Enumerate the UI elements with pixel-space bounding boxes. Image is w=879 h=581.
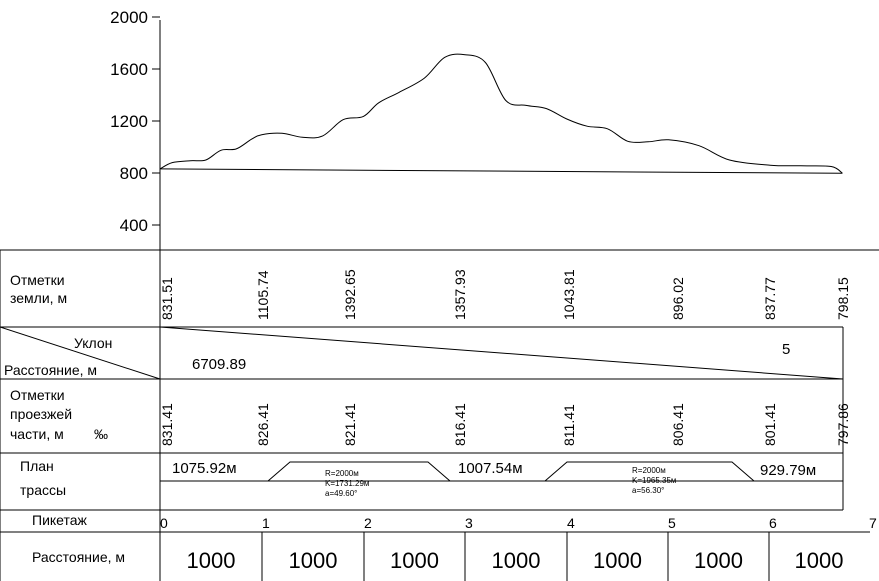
road-grade-line [159, 168, 843, 174]
ground-value: 1043.81 [561, 269, 577, 320]
road-values: 831.41 826.41 821.41 816.41 811.41 806.41 801.… [159, 403, 851, 446]
distance-value: 1000 [390, 548, 439, 573]
slope-header-diagonal [0, 326, 161, 380]
curve-1-radius: R=2000м [325, 469, 359, 478]
distance-row-label: Расстояние, м [32, 549, 125, 565]
ground-value: 837.77 [762, 277, 778, 320]
slope-distance-value: 6709.89 [192, 356, 246, 373]
distance-row: 1000 1000 1000 1000 1000 1000 1000 [187, 548, 844, 573]
road-value: 816.41 [452, 403, 468, 446]
curve-1-angle: a=49.60° [325, 489, 357, 498]
distance-value: 1000 [795, 548, 844, 573]
ground-profile-line [159, 53, 843, 174]
slope-label: Уклон [74, 335, 112, 351]
ground-value: 1105.74 [255, 270, 271, 320]
y-tick-label: 2000 [110, 8, 148, 27]
picket-number: 5 [668, 515, 676, 531]
curve-2-radius: R=2000м [632, 466, 666, 475]
curve-2-length: K=1965.35м [632, 476, 676, 485]
distance-value: 1000 [694, 548, 743, 573]
ground-value: 896.02 [670, 277, 686, 320]
picket-number: 3 [465, 515, 473, 531]
curve-1-length: K=1731.29м [325, 479, 369, 488]
profile-table-frame [0, 249, 879, 581]
distance-value: 1000 [187, 548, 236, 573]
road-title-2: проезжей [10, 406, 72, 422]
road-title-3: части, м [10, 426, 64, 442]
ground-values: 831.51 1105.74 1392.65 1357.93 1043.81 896.02… [159, 269, 851, 320]
plan-straight-2: 1007.54м [458, 460, 523, 477]
y-tick-label: 800 [120, 164, 148, 183]
ground-value: 798.15 [835, 277, 851, 320]
y-ticks: 2000 1600 1200 800 400 [110, 8, 160, 235]
plan-straight-3: 929.79м [760, 462, 816, 479]
plan-title-1: План [20, 458, 54, 474]
slope-diagonal [159, 326, 844, 380]
ground-title-1: Отметки [10, 272, 65, 288]
road-value: 826.41 [255, 403, 271, 446]
road-value: 797.86 [835, 403, 851, 446]
y-tick-label: 1600 [110, 60, 148, 79]
curve-2-shape [544, 461, 755, 482]
y-tick-label: 1200 [110, 112, 148, 131]
picket-number: 4 [567, 515, 575, 531]
ground-value: 1357.93 [452, 269, 468, 320]
picket-number: 6 [769, 515, 777, 531]
road-value: 821.41 [342, 403, 358, 446]
picket-number: 7 [869, 515, 877, 531]
curve-2-angle: a=56.30° [632, 486, 664, 495]
distance-value: 1000 [289, 548, 338, 573]
slope-distance-label: Расстояние, м [4, 362, 97, 378]
plan-straight-1: 1075.92м [172, 460, 237, 477]
slope-value: 5 [782, 341, 790, 358]
ground-value: 831.51 [159, 277, 175, 320]
curve-1-shape [267, 461, 451, 482]
ground-value: 1392.65 [342, 269, 358, 320]
plan-title-2: трассы [20, 482, 66, 498]
picket-label: Пикетаж [32, 512, 88, 528]
road-value: 831.41 [159, 403, 175, 446]
ground-title-2: земли, м [10, 290, 67, 306]
picket-number: 2 [364, 515, 372, 531]
distance-value: 1000 [492, 548, 541, 573]
plan-row: 1075.92м 1007.54м 929.79м R=2000м K=1731… [172, 460, 816, 498]
picket-row: 0 1 2 3 4 5 6 7 [160, 515, 877, 581]
y-tick-label: 400 [120, 216, 148, 235]
picket-number: 0 [160, 515, 168, 531]
distance-value: 1000 [593, 548, 642, 573]
road-value: 811.41 [561, 404, 577, 446]
road-title-1: Отметки [10, 387, 65, 403]
picket-number: 1 [262, 515, 270, 531]
permille-sign: ‰ [94, 426, 108, 442]
road-value: 806.41 [670, 403, 686, 446]
profile-chart: 2000 1600 1200 800 400 [110, 8, 843, 250]
road-value: 801.41 [762, 403, 778, 446]
